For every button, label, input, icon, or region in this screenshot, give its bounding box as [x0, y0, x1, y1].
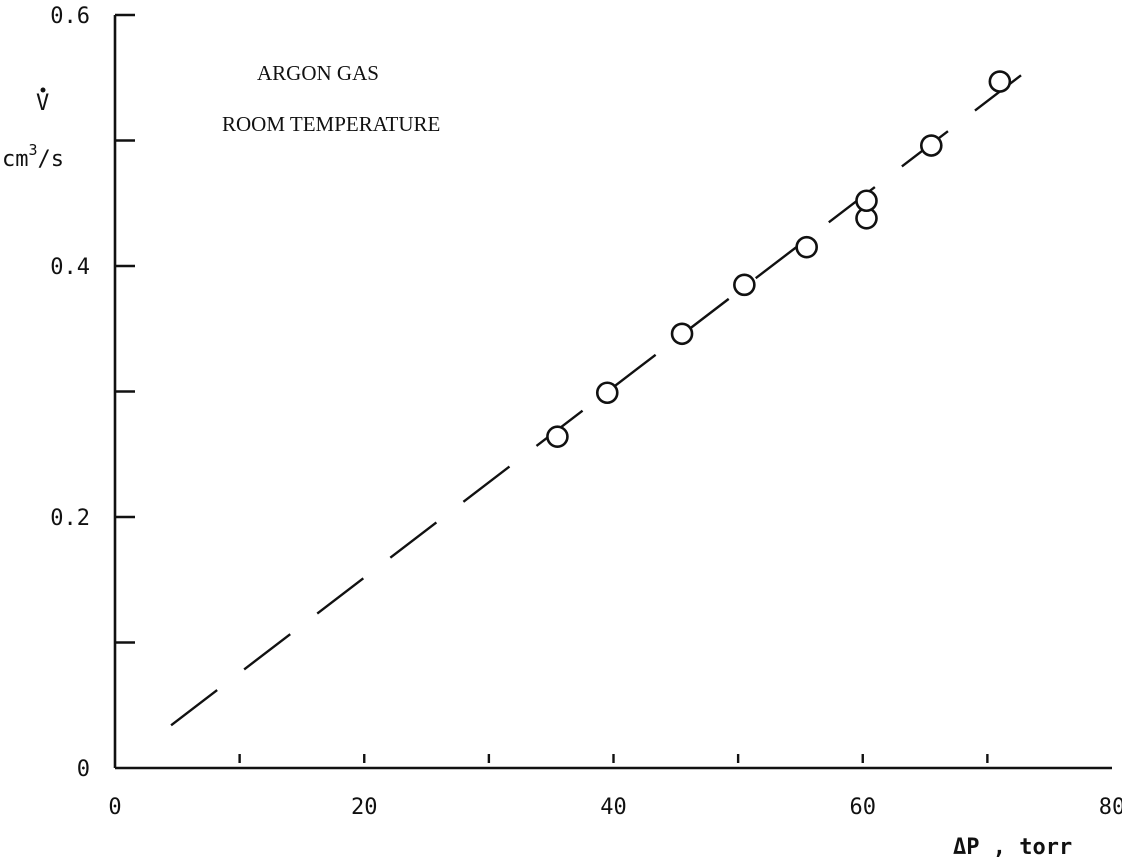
annotation-gas: ARGON GAS [257, 61, 379, 85]
data-point [670, 322, 694, 346]
data-point [795, 235, 818, 259]
data-point [733, 273, 756, 297]
data-point [919, 134, 943, 157]
data-point [595, 381, 619, 405]
data-point [546, 425, 569, 448]
y-tick-label: 0.6 [50, 4, 90, 29]
x-tick-label: 80 [1099, 795, 1122, 820]
y-axis-label-units: cm3/s [2, 141, 64, 172]
y-tick-label: 0.4 [50, 255, 90, 280]
y-axis-label: V cm3/s [2, 87, 64, 172]
annotation-temperature: ROOM TEMPERATURE [222, 112, 440, 136]
x-tick-label: 20 [351, 795, 378, 820]
x-tick-label: 0 [108, 795, 121, 820]
x-tick-label: 60 [850, 795, 877, 820]
axes: 0 20 40 60 80 0 0.2 0.4 0.6 [50, 4, 1122, 820]
y-axis-label-symbol: V [36, 91, 49, 116]
y-tick-label: 0.2 [50, 506, 90, 531]
x-tick-label: 40 [600, 795, 627, 820]
y-tick-label: 0 [77, 757, 90, 782]
y-axis-label-dot [40, 87, 46, 93]
data-points [546, 70, 1012, 448]
data-point [855, 189, 878, 213]
data-point [988, 70, 1012, 93]
x-axis-label: ΔP , torr [953, 835, 1072, 860]
chart-annotations: ARGON GAS ROOM TEMPERATURE [222, 61, 440, 136]
